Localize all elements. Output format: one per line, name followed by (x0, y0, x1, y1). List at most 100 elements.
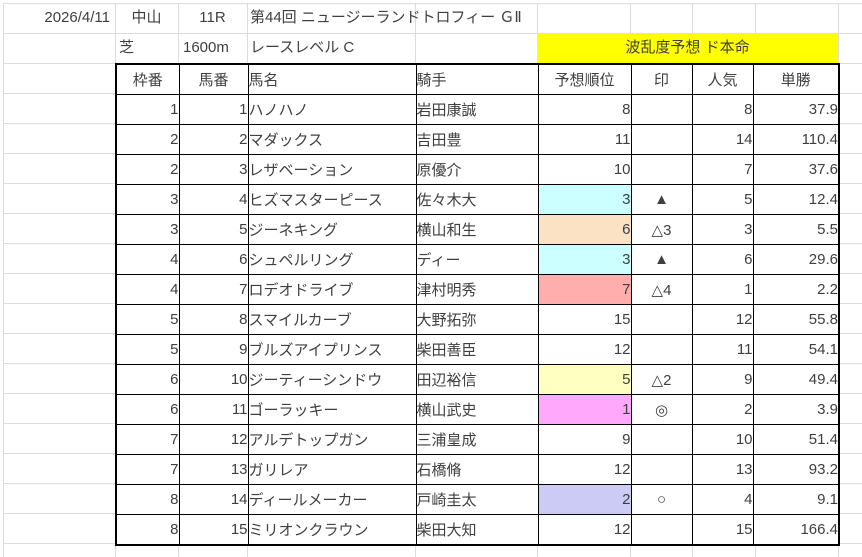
waku-cell[interactable]: 2 (115, 124, 180, 155)
mark-cell[interactable]: △4 (630, 274, 693, 305)
odds-cell[interactable]: 3.9 (752, 394, 840, 425)
jockey-cell[interactable]: 柴田善臣 (415, 334, 539, 365)
uma-cell[interactable]: 4 (178, 184, 249, 215)
odds-cell[interactable]: 2.2 (752, 274, 840, 305)
odds-cell[interactable]: 12.4 (752, 184, 840, 215)
jockey-cell[interactable]: 横山和生 (415, 214, 539, 245)
rank-cell[interactable]: 12 (537, 454, 632, 485)
waku-cell[interactable]: 7 (115, 454, 180, 485)
race-number-cell[interactable]: 11R (199, 9, 226, 26)
odds-cell[interactable]: 29.6 (752, 244, 840, 275)
rank-cell[interactable]: 3 (537, 184, 632, 215)
ninki-cell[interactable]: 11 (691, 334, 754, 365)
waku-cell[interactable]: 5 (115, 334, 180, 365)
ninki-cell[interactable]: 14 (691, 124, 754, 155)
horse-name-cell[interactable]: ハノハノ (247, 94, 417, 125)
uma-cell[interactable]: 1 (178, 94, 249, 125)
jockey-cell[interactable]: ディー (415, 244, 539, 275)
ninki-cell[interactable]: 5 (691, 184, 754, 215)
surface-cell[interactable]: 芝 (119, 39, 135, 56)
track-cell[interactable]: 中山 (131, 9, 162, 26)
waku-cell[interactable]: 2 (115, 154, 180, 185)
mark-cell[interactable]: ▲ (630, 244, 693, 275)
waku-cell[interactable]: 5 (115, 304, 180, 335)
mark-cell[interactable] (630, 334, 693, 365)
rank-cell[interactable]: 15 (537, 304, 632, 335)
mark-cell[interactable] (630, 124, 693, 155)
ninki-cell[interactable]: 1 (691, 274, 754, 305)
uma-cell[interactable]: 2 (178, 124, 249, 155)
jockey-cell[interactable]: 戸崎圭太 (415, 484, 539, 515)
horse-name-cell[interactable]: ディールメーカー (247, 484, 417, 515)
rank-cell[interactable]: 10 (537, 154, 632, 185)
mark-cell[interactable] (630, 514, 693, 546)
rank-cell[interactable]: 2 (537, 484, 632, 515)
waku-cell[interactable]: 3 (115, 184, 180, 215)
odds-cell[interactable]: 166.4 (752, 514, 840, 546)
waku-cell[interactable]: 4 (115, 274, 180, 305)
horse-name-cell[interactable]: ヒズマスターピース (247, 184, 417, 215)
ninki-cell[interactable]: 6 (691, 244, 754, 275)
col-header-odds[interactable]: 単勝 (752, 63, 840, 95)
mark-cell[interactable] (630, 304, 693, 335)
uma-cell[interactable]: 9 (178, 334, 249, 365)
jockey-cell[interactable]: 三浦皇成 (415, 424, 539, 455)
horse-name-cell[interactable]: シュペルリング (247, 244, 417, 275)
jockey-cell[interactable]: 田辺裕信 (415, 364, 539, 395)
odds-cell[interactable]: 5.5 (752, 214, 840, 245)
horse-name-cell[interactable]: ジーネキング (247, 214, 417, 245)
jockey-cell[interactable]: 柴田大知 (415, 514, 539, 546)
horse-name-cell[interactable]: マダックス (247, 124, 417, 155)
mark-cell[interactable]: △3 (630, 214, 693, 245)
horse-name-cell[interactable]: ガリレア (247, 454, 417, 485)
col-header-uma[interactable]: 馬番 (178, 63, 249, 95)
mark-cell[interactable]: ○ (630, 484, 693, 515)
ninki-cell[interactable]: 7 (691, 154, 754, 185)
rank-cell[interactable]: 3 (537, 244, 632, 275)
jockey-cell[interactable]: 横山武史 (415, 394, 539, 425)
ninki-cell[interactable]: 15 (691, 514, 754, 546)
jockey-cell[interactable]: 佐々木大 (415, 184, 539, 215)
jockey-cell[interactable]: 石橋脩 (415, 454, 539, 485)
uma-cell[interactable]: 10 (178, 364, 249, 395)
col-header-waku[interactable]: 枠番 (115, 63, 180, 95)
horse-name-cell[interactable]: ロデオドライブ (247, 274, 417, 305)
rank-cell[interactable]: 6 (537, 214, 632, 245)
rank-cell[interactable]: 9 (537, 424, 632, 455)
uma-cell[interactable]: 8 (178, 304, 249, 335)
waku-cell[interactable]: 7 (115, 424, 180, 455)
ninki-cell[interactable]: 13 (691, 454, 754, 485)
mark-cell[interactable] (630, 424, 693, 455)
horse-name-cell[interactable]: スマイルカーブ (247, 304, 417, 335)
uma-cell[interactable]: 13 (178, 454, 249, 485)
odds-cell[interactable]: 55.8 (752, 304, 840, 335)
waku-cell[interactable]: 1 (115, 94, 180, 125)
horse-name-cell[interactable]: ジーティーシンドウ (247, 364, 417, 395)
ninki-cell[interactable]: 8 (691, 94, 754, 125)
odds-cell[interactable]: 37.6 (752, 154, 840, 185)
mark-cell[interactable] (630, 454, 693, 485)
ninki-cell[interactable]: 4 (691, 484, 754, 515)
jockey-cell[interactable]: 大野拓弥 (415, 304, 539, 335)
uma-cell[interactable]: 7 (178, 274, 249, 305)
mark-cell[interactable] (630, 94, 693, 125)
rank-cell[interactable]: 8 (537, 94, 632, 125)
ninki-cell[interactable]: 12 (691, 304, 754, 335)
horse-name-cell[interactable]: レザベーション (247, 154, 417, 185)
col-header-name[interactable]: 馬名 (247, 63, 417, 95)
uma-cell[interactable]: 11 (178, 394, 249, 425)
horse-name-cell[interactable]: ブルズアイプリンス (247, 334, 417, 365)
mark-cell[interactable]: ◎ (630, 394, 693, 425)
odds-cell[interactable]: 49.4 (752, 364, 840, 395)
odds-cell[interactable]: 110.4 (752, 124, 840, 155)
ninki-cell[interactable]: 9 (691, 364, 754, 395)
horse-name-cell[interactable]: アルデトップガン (247, 424, 417, 455)
odds-cell[interactable]: 93.2 (752, 454, 840, 485)
rank-cell[interactable]: 5 (537, 364, 632, 395)
ninki-cell[interactable]: 10 (691, 424, 754, 455)
col-header-rank[interactable]: 予想順位 (537, 63, 632, 95)
distance-cell[interactable]: 1600m (183, 39, 229, 56)
odds-cell[interactable]: 9.1 (752, 484, 840, 515)
uma-cell[interactable]: 6 (178, 244, 249, 275)
rank-cell[interactable]: 12 (537, 514, 632, 546)
